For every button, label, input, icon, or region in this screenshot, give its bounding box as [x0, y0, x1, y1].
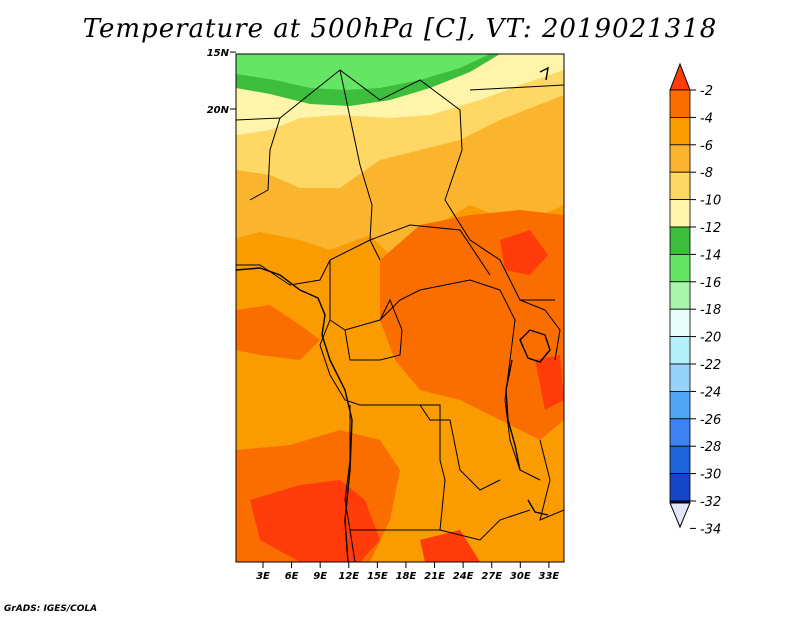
coastlines [236, 66, 551, 562]
lon-label: 15E [367, 571, 388, 582]
colorbar-top-arrow [669, 62, 691, 91]
colorbar-label: -2 [700, 84, 713, 99]
colorbar-swatch [669, 281, 691, 310]
lon-label: 12E [338, 571, 359, 582]
lon-label: 33E [539, 571, 560, 582]
country-borders [236, 69, 564, 562]
colorbar-label: -8 [700, 166, 713, 181]
field-band-minus2-spot2 [500, 230, 548, 275]
lon-label: 30E [510, 571, 531, 582]
lon-label: 18E [396, 571, 417, 582]
temperature-field [236, 54, 564, 562]
colorbar-label: -26 [700, 413, 721, 428]
colorbar: -2 -4 -6 -8 -10 -12 -14 -16 -18 -20 -22 -24 -26 -28 -3… [669, 62, 721, 537]
colorbar-swatch [669, 117, 691, 146]
grads-credit: GrADS: IGES/COLA [4, 604, 98, 614]
lon-label: 24E [453, 571, 474, 582]
lon-label: 27E [481, 571, 502, 582]
colorbar-swatch [669, 336, 691, 365]
field-band-minus4-west [236, 305, 320, 360]
colorbar-swatch [669, 253, 691, 283]
chart-title: Temperature at 500hPa [C], VT: 201902131… [82, 14, 718, 44]
map-frame [235, 53, 565, 563]
lon-label: 6E [285, 571, 299, 582]
colorbar-swatch [669, 89, 691, 118]
colorbar-swatch [669, 199, 691, 228]
colorbar-label: -14 [700, 248, 721, 263]
lat-label: 20N [207, 105, 230, 116]
colorbar-swatch [669, 226, 691, 255]
colorbar-label: -4 [700, 111, 713, 126]
lon-label: 9E [313, 571, 327, 582]
field-band-minus2-spot3 [420, 530, 480, 562]
lat-label: 10N [207, 0, 230, 2]
colorbar-label: -20 [700, 331, 721, 346]
lat-label: 15N [207, 48, 230, 59]
colorbar-swatch [669, 390, 691, 420]
colorbar-swatch [669, 308, 691, 338]
lon-label: 3E [256, 571, 270, 582]
colorbar-label: -12 [700, 221, 721, 236]
colorbar-swatch [669, 418, 691, 447]
colorbar-label: -24 [700, 385, 721, 400]
colorbar-swatch [669, 445, 691, 475]
latitude-axis: 20N15N10N5NEQ5S10S15S [207, 0, 236, 116]
colorbar-label: -30 [700, 468, 721, 483]
colorbar-label: -18 [700, 303, 721, 318]
colorbar-swatch [669, 363, 691, 392]
colorbar-label: -34 [700, 522, 721, 537]
colorbar-swatch [669, 171, 691, 200]
longitude-axis: 3E 6E 9E 12E 15E 18E 21E 24E 27E 30E 33E [256, 562, 559, 582]
colorbar-below-range-arrow [669, 502, 691, 529]
field-band-minus16 [236, 54, 490, 90]
colorbar-label: -22 [700, 358, 721, 373]
colorbar-label: -28 [700, 440, 721, 455]
colorbar-label: -10 [700, 194, 721, 209]
lon-label: 21E [424, 571, 445, 582]
colorbar-label: -32 [700, 495, 721, 510]
field-band-minus2-spot4 [535, 355, 564, 410]
colorbar-label: -16 [700, 276, 721, 291]
colorbar-label: -6 [700, 139, 713, 154]
colorbar-swatch [669, 144, 691, 173]
colorbar-swatch [669, 473, 691, 502]
